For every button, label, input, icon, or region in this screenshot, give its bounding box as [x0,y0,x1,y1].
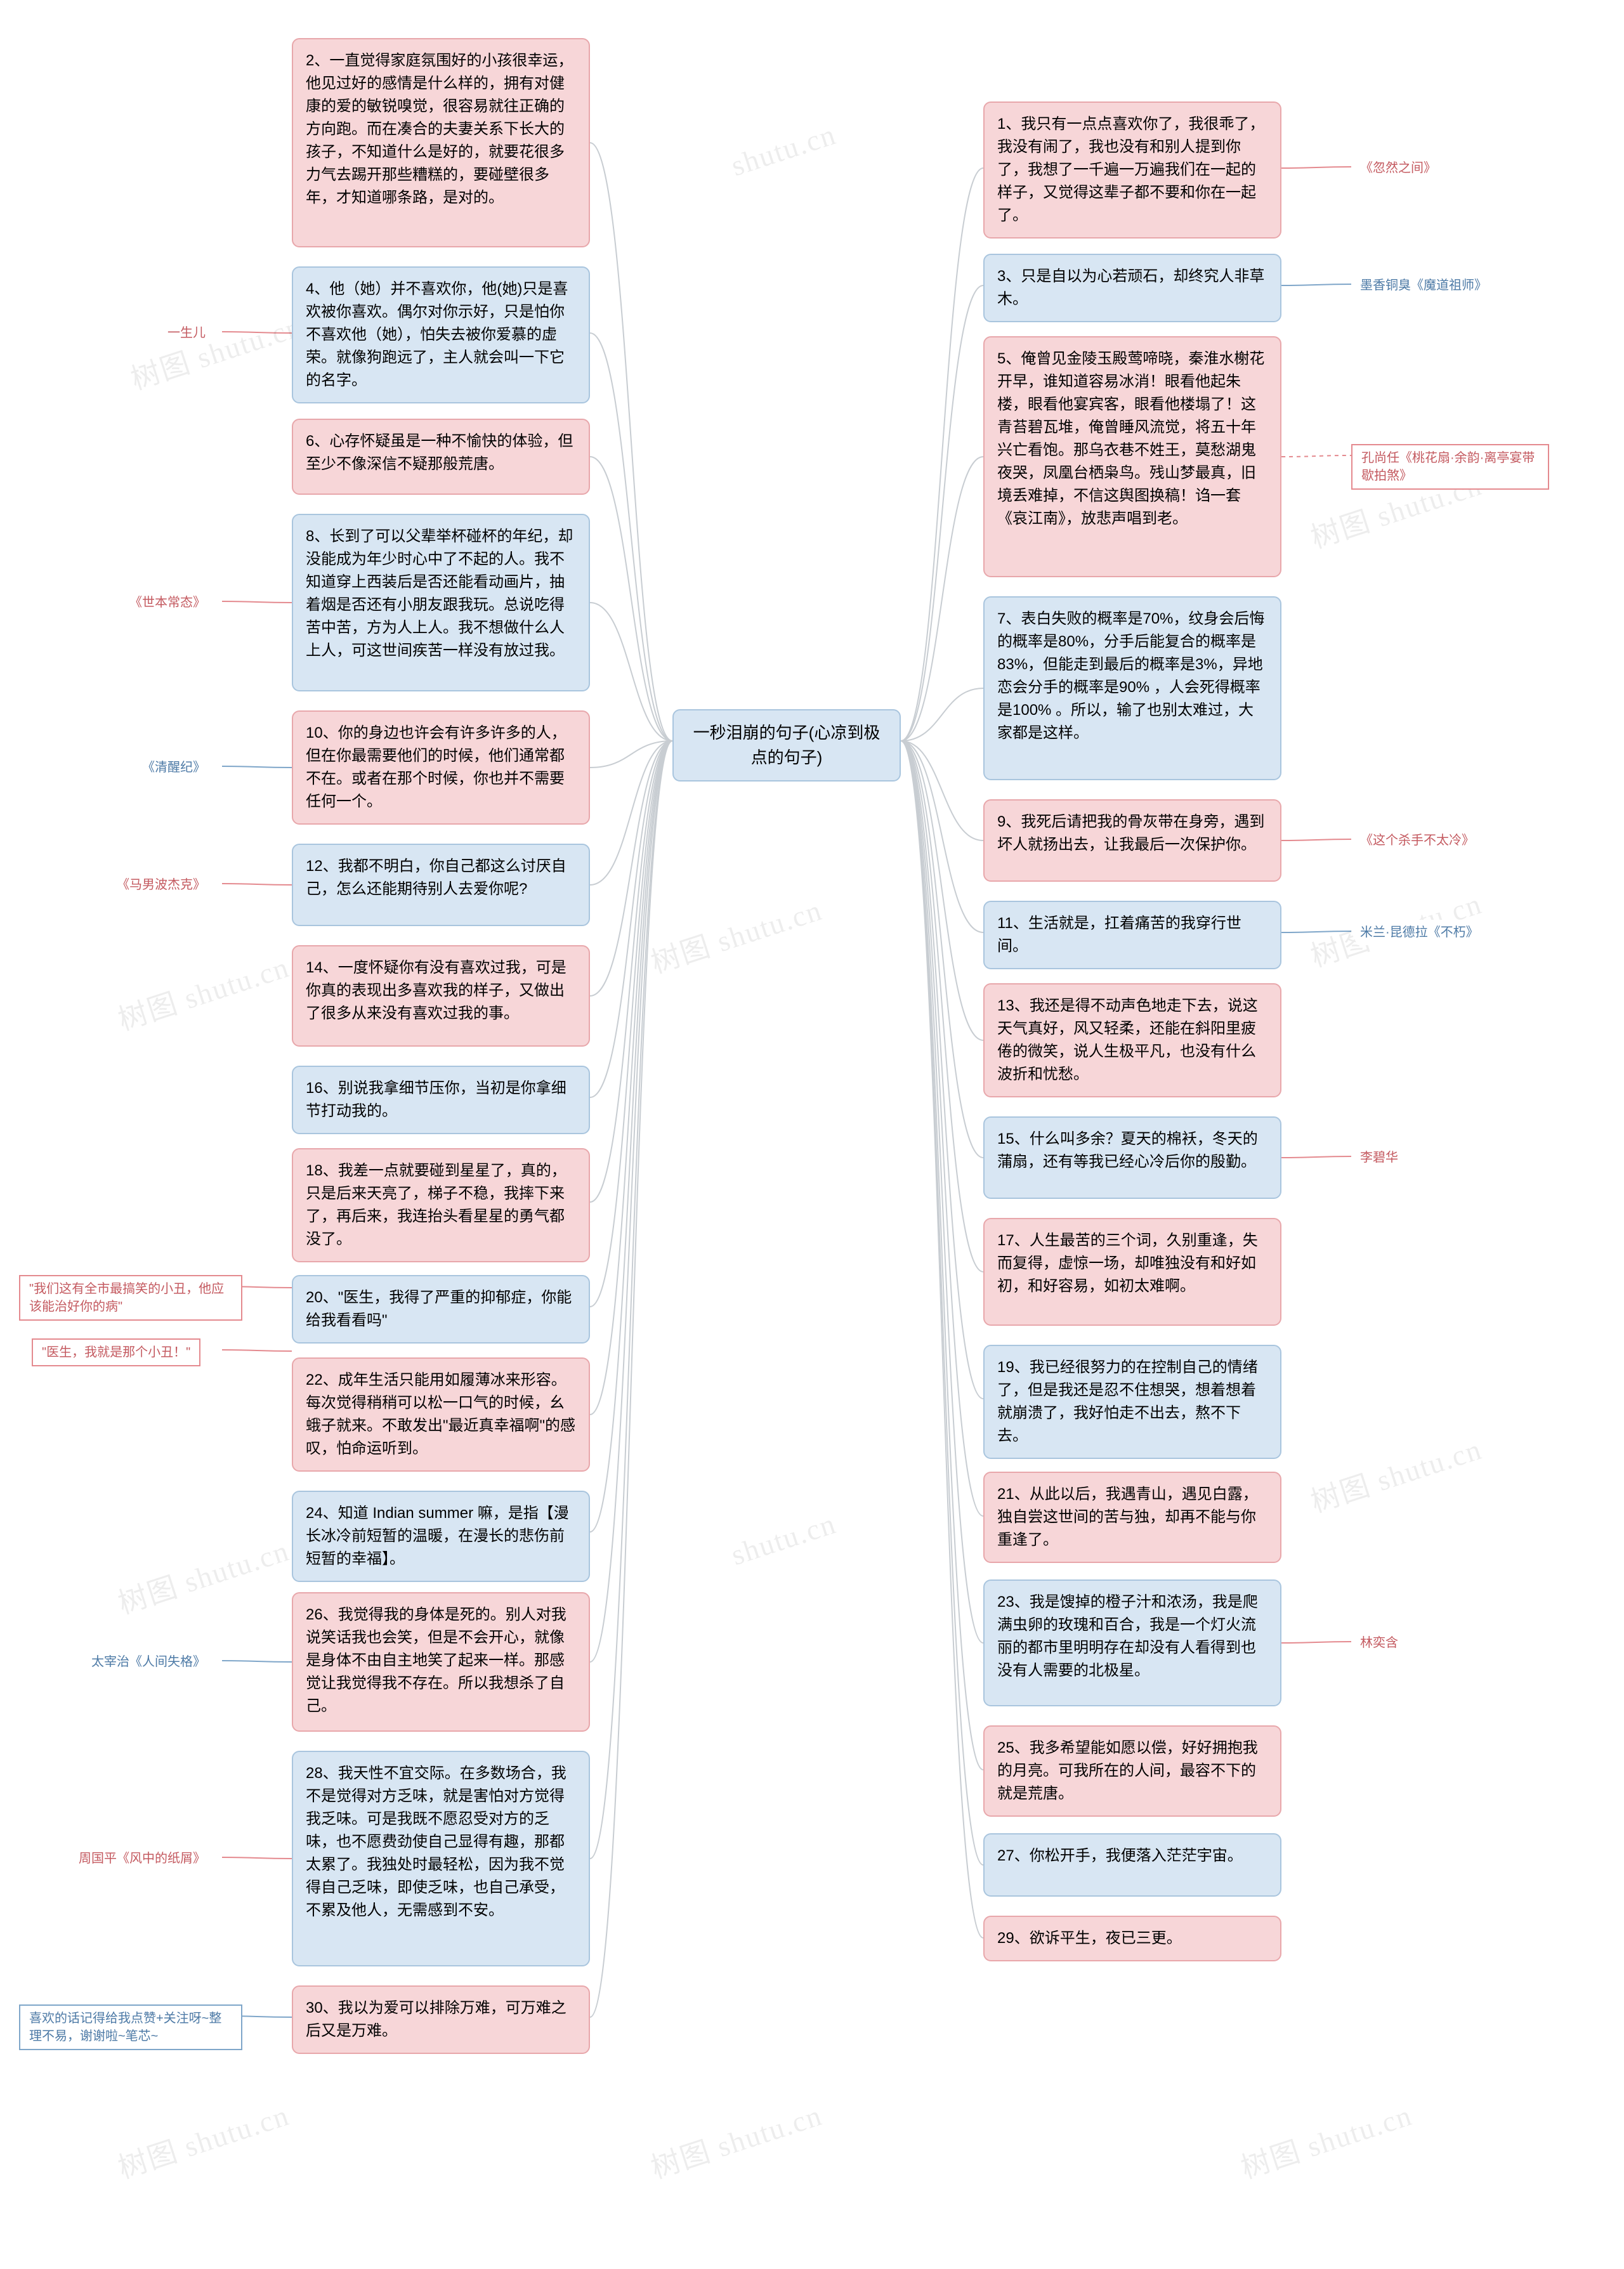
watermark-1: 树图 shutu.cn [112,944,294,1038]
endlabel-L12-0: 《马男波杰克》 [108,872,214,898]
node-R29: 29、欲诉平生，夜已三更。 [983,1916,1281,1961]
node-R1: 1、我只有一点点喜欢你了，我很乖了，我没有闹了，我也没有和别人提到你了，我想了一… [983,101,1281,239]
endlabel-R15-0: 李碧华 [1351,1145,1407,1170]
endlabel-L26-0: 太宰治《人间失格》 [82,1649,214,1675]
endlabel-L20-0: "我们这有全市最搞笑的小丑，他应该能治好你的病" [19,1275,242,1321]
node-R11: 11、生活就是，扛着痛苦的我穿行世间。 [983,901,1281,969]
watermark-2: 树图 shutu.cn [645,887,827,981]
endlabel-L30-0: 喜欢的话记得给我点赞+关注呀~整理不易，谢谢啦~笔芯~ [19,2004,242,2050]
endlabel-L20-1: "医生，我就是那个小丑！" [32,1338,200,1366]
endlabel-R1-0: 《忽然之间》 [1351,155,1445,181]
node-R21: 21、从此以后，我遇青山，遇见白露，独自尝这世间的苦与独，却再不能与你重逢了。 [983,1472,1281,1563]
node-L24: 24、知道 Indian summer 嘛，是指【漫长冰冷前短暂的温暖，在漫长的… [292,1491,590,1582]
endlabel-L4-0: 一生儿 [159,320,214,346]
node-L28: 28、我天性不宜交际。在多数场合，我不是觉得对方乏味，就是害怕对方觉得我乏味。可… [292,1751,590,1966]
node-L26: 26、我觉得我的身体是死的。别人对我说笑话我也会笑，但是不会开心，就像是身体不由… [292,1592,590,1732]
endlabel-R9-0: 《这个杀手不太冷》 [1351,828,1483,853]
node-R3: 3、只是自以为心若顽石，却终究人非草木。 [983,254,1281,322]
node-R23: 23、我是馊掉的橙子汁和浓汤，我是爬满虫卵的玫瑰和百合，我是一个灯火流丽的都市里… [983,1579,1281,1706]
connector-layer [0,0,1624,2269]
node-L8: 8、长到了可以父辈举杯碰杯的年纪，却没能成为年少时心中了不起的人。我不知道穿上西… [292,514,590,691]
center-node: 一秒泪崩的句子(心凉到极点的句子) [672,709,901,781]
node-R17: 17、人生最苦的三个词，久别重逢，失而复得，虚惊一场，却唯独没有和好如初，和好容… [983,1218,1281,1326]
endlabel-L28-0: 周国平《风中的纸屑》 [70,1846,214,1871]
node-R7: 7、表白失败的概率是70%，纹身会后悔的概率是80%，分手后能复合的概率是83%… [983,596,1281,780]
watermark-7: 树图 shutu.cn [112,2092,294,2187]
node-R25: 25、我多希望能如愿以偿，好好拥抱我的月亮。可我所在的人间，最容不下的就是荒唐。 [983,1725,1281,1817]
node-L2: 2、一直觉得家庭氛围好的小孩很幸运，他见过好的感情是什么样的，拥有对健康的爱的敏… [292,38,590,247]
node-R15: 15、什么叫多余？夏天的棉袄，冬天的蒲扇，还有等我已经心冷后你的殷勤。 [983,1116,1281,1199]
endlabel-R5-0: 孔尚任《桃花扇·余韵·离亭宴带歇拍煞》 [1351,444,1549,490]
node-L6: 6、心存怀疑虽是一种不愉快的体验，但至少不像深信不疑那般荒唐。 [292,419,590,495]
endlabel-R23-0: 林奕含 [1351,1630,1407,1656]
node-R19: 19、我已经很努力的在控制自己的情绪了，但是我还是忍不住想哭，想着想着就崩溃了，… [983,1345,1281,1459]
endlabel-L10-0: 《清醒纪》 [133,755,214,780]
node-R5: 5、俺曾见金陵玉殿莺啼晓，秦淮水榭花开早，谁知道容易冰消！眼看他起朱楼，眼看他宴… [983,336,1281,577]
node-L18: 18、我差一点就要碰到星星了，真的，只是后来天亮了，梯子不稳，我摔下来了，再后来… [292,1148,590,1262]
watermark-11: shutu.cn [727,1507,841,1572]
watermark-0: 树图 shutu.cn [125,303,307,398]
watermark-8: 树图 shutu.cn [645,2092,827,2187]
node-L16: 16、别说我拿细节压你，当初是你拿细节打动我的。 [292,1066,590,1134]
node-R9: 9、我死后请把我的骨灰带在身旁，遇到坏人就扬出去，让我最后一次保护你。 [983,799,1281,882]
watermark-4: 树图 shutu.cn [112,1527,294,1622]
node-L20: 20、"医生，我得了严重的抑郁症，你能给我看看吗" [292,1275,590,1344]
watermark-9: 树图 shutu.cn [1235,2092,1417,2187]
endlabel-R3-0: 墨香铜臭《魔道祖师》 [1351,273,1496,298]
node-L30: 30、我以为爱可以排除万难，可万难之后又是万难。 [292,1985,590,2054]
node-L4: 4、他（她）并不喜欢你，他(她)只是喜欢被你喜欢。偶尔对你示好，只是怕你不喜欢他… [292,266,590,403]
node-R13: 13、我还是得不动声色地走下去，说这天气真好，风又轻柔，还能在斜阳里疲倦的微笑，… [983,983,1281,1097]
endlabel-R11-0: 米兰·昆德拉《不朽》 [1351,920,1488,945]
node-R27: 27、你松开手，我便落入茫茫宇宙。 [983,1833,1281,1897]
node-L10: 10、你的身边也许会有许多许多的人，但在你最需要他们的时候，他们通常都不在。或者… [292,710,590,825]
endlabel-L8-0: 《世本常态》 [121,590,214,615]
watermark-10: shutu.cn [727,117,841,183]
node-L22: 22、成年生活只能用如履薄冰来形容。每次觉得稍稍可以松一口气的时候，幺蛾子就来。… [292,1357,590,1472]
node-L14: 14、一度怀疑你有没有喜欢过我，可是你真的表现出多喜欢我的样子，又做出了很多从来… [292,945,590,1047]
node-L12: 12、我都不明白，你自己都这么讨厌自己，怎么还能期待别人去爱你呢? [292,844,590,926]
watermark-5: 树图 shutu.cn [1305,1426,1487,1520]
